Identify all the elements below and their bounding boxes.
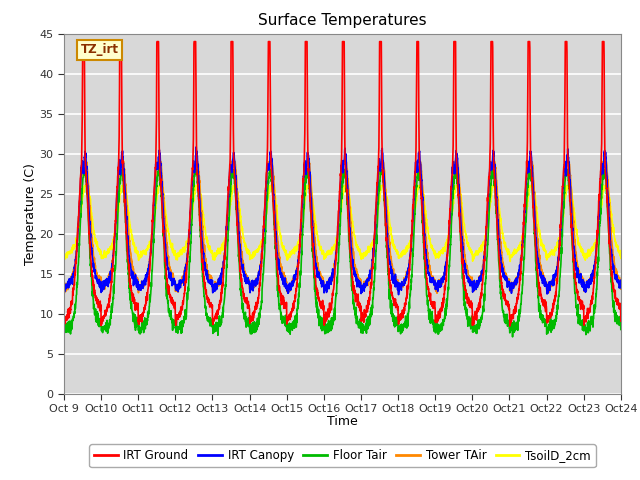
IRT Ground: [298, 198, 306, 204]
Floor Tair: [298, 252, 306, 258]
TsoilD_2cm: [60, 257, 68, 263]
IRT Canopy: [395, 292, 403, 298]
Floor Tair: [60, 330, 68, 336]
IRT Canopy: [157, 163, 164, 168]
IRT Ground: [506, 323, 514, 329]
X-axis label: Time: Time: [327, 415, 358, 429]
Line: TsoilD_2cm: TsoilD_2cm: [64, 186, 621, 262]
Floor Tair: [547, 322, 554, 328]
IRT Canopy: [298, 203, 306, 209]
IRT Canopy: [606, 238, 614, 244]
Tower TAir: [617, 286, 625, 292]
IRT Canopy: [60, 283, 68, 288]
TsoilD_2cm: [298, 222, 306, 228]
Tower TAir: [79, 159, 87, 165]
Line: IRT Ground: IRT Ground: [64, 42, 621, 326]
TsoilD_2cm: [274, 217, 282, 223]
IRT Canopy: [547, 278, 554, 284]
IRT Canopy: [193, 144, 200, 150]
IRT Canopy: [617, 282, 625, 288]
Floor Tair: [274, 282, 282, 288]
Floor Tair: [157, 184, 164, 190]
Line: IRT Canopy: IRT Canopy: [64, 147, 621, 295]
TsoilD_2cm: [506, 259, 514, 264]
IRT Ground: [274, 271, 282, 276]
Tower TAir: [157, 159, 164, 165]
IRT Ground: [60, 314, 68, 320]
IRT Canopy: [274, 256, 282, 262]
IRT Ground: [606, 250, 614, 256]
IRT Ground: [547, 315, 554, 321]
Text: TZ_irt: TZ_irt: [81, 43, 118, 56]
Floor Tair: [606, 260, 614, 265]
Tower TAir: [547, 283, 554, 288]
Title: Surface Temperatures: Surface Temperatures: [258, 13, 427, 28]
Legend: IRT Ground, IRT Canopy, Floor Tair, Tower TAir, TsoilD_2cm: IRT Ground, IRT Canopy, Floor Tair, Towe…: [89, 444, 596, 467]
TsoilD_2cm: [617, 255, 625, 261]
IRT Ground: [617, 318, 625, 324]
Line: Floor Tair: Floor Tair: [64, 169, 621, 337]
Tower TAir: [124, 216, 132, 222]
Tower TAir: [606, 215, 614, 221]
IRT Canopy: [124, 233, 131, 239]
TsoilD_2cm: [606, 204, 614, 210]
IRT Ground: [79, 39, 86, 45]
IRT Ground: [124, 252, 132, 258]
Floor Tair: [80, 167, 88, 172]
Line: Tower TAir: Tower TAir: [64, 162, 621, 293]
TsoilD_2cm: [547, 249, 554, 255]
Tower TAir: [274, 238, 282, 243]
Floor Tair: [617, 326, 625, 332]
Tower TAir: [433, 290, 441, 296]
TsoilD_2cm: [81, 183, 88, 189]
TsoilD_2cm: [157, 183, 164, 189]
Tower TAir: [60, 287, 68, 293]
IRT Ground: [157, 176, 164, 182]
Y-axis label: Temperature (C): Temperature (C): [24, 163, 36, 264]
Floor Tair: [124, 256, 132, 262]
Floor Tair: [509, 334, 516, 340]
TsoilD_2cm: [124, 202, 132, 207]
Tower TAir: [298, 215, 306, 220]
